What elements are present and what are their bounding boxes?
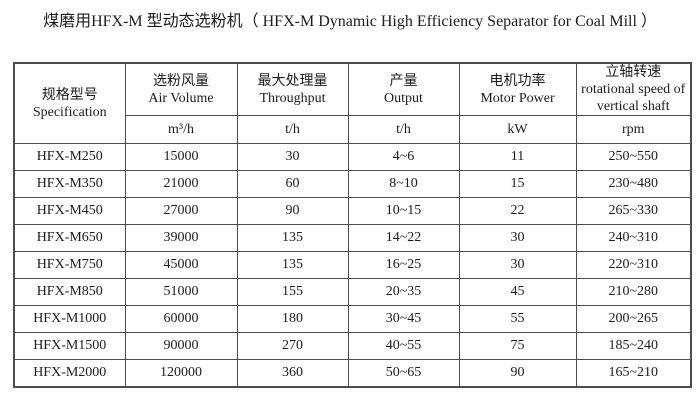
value-cell: 180 — [236, 305, 349, 333]
model-cell: HFX-M250 — [13, 143, 126, 171]
value-cell: 90000 — [124, 332, 238, 360]
value-cell: 39000 — [124, 224, 238, 252]
col-header-en: Throughput — [259, 90, 326, 106]
value-cell: 40~55 — [347, 332, 460, 360]
value-cell: 8~10 — [347, 170, 460, 198]
value-cell: 135 — [236, 251, 349, 279]
col-header-zh: 电机功率 — [489, 73, 546, 89]
value-cell: 30 — [458, 251, 577, 279]
spec-table: 规格型号 Specification 选粉风量 Air Volume 最大处理量… — [13, 62, 692, 388]
col-header-zh: 规格型号 — [41, 87, 98, 103]
value-cell: 15000 — [124, 143, 238, 171]
col-header-en: Specification — [32, 104, 107, 120]
value-cell: 11 — [458, 143, 577, 171]
col-header-output: 产量 Output — [347, 62, 460, 116]
col-header-zh: 立轴转速 — [605, 65, 662, 80]
value-cell: 10~15 — [347, 197, 460, 225]
value-cell: 185~240 — [575, 332, 692, 360]
col-header-en: Air Volume — [148, 90, 214, 106]
value-cell: 30 — [458, 224, 577, 252]
value-cell: 165~210 — [575, 359, 692, 388]
col-header-rotational-speed: 立轴转速 rotational speed of vertical shaft — [575, 62, 692, 116]
table-body: HFX-M250 15000 30 4~6 11 250~550 HFX-M35… — [13, 143, 692, 388]
model-cell: HFX-M1500 — [13, 332, 126, 360]
value-cell: 45 — [458, 278, 577, 306]
col-header-zh: 产量 — [389, 73, 418, 89]
value-cell: 30~45 — [347, 305, 460, 333]
value-cell: 135 — [236, 224, 349, 252]
unit-cell-motor-power: kW — [458, 115, 577, 144]
value-cell: 220~310 — [575, 251, 692, 279]
col-header-specification: 规格型号 Specification — [13, 62, 126, 144]
value-cell: 15 — [458, 170, 577, 198]
model-cell: HFX-M450 — [13, 197, 126, 225]
table-row: HFX-M450 27000 90 10~15 22 265~330 — [13, 197, 692, 225]
value-cell: 14~22 — [347, 224, 460, 252]
value-cell: 360 — [236, 359, 349, 388]
value-cell: 230~480 — [575, 170, 692, 198]
model-cell: HFX-M350 — [13, 170, 126, 198]
value-cell: 240~310 — [575, 224, 692, 252]
value-cell: 60000 — [124, 305, 238, 333]
value-cell: 30 — [236, 143, 349, 171]
table-row: HFX-M850 51000 155 20~35 45 210~280 — [13, 278, 692, 306]
table-row: HFX-M2000 120000 360 50~65 90 165~210 — [13, 359, 692, 388]
value-cell: 16~25 — [347, 251, 460, 279]
value-cell: 22 — [458, 197, 577, 225]
value-cell: 21000 — [124, 170, 238, 198]
table-row: HFX-M650 39000 135 14~22 30 240~310 — [13, 224, 692, 252]
value-cell: 155 — [236, 278, 349, 306]
header-label-row: 规格型号 Specification 选粉风量 Air Volume 最大处理量… — [13, 62, 692, 144]
unit-cell-output: t/h — [347, 115, 460, 144]
value-cell: 265~330 — [575, 197, 692, 225]
table-row: HFX-M350 21000 60 8~10 15 230~480 — [13, 170, 692, 198]
col-header-throughput: 最大处理量 Throughput — [236, 62, 349, 116]
value-cell: 45000 — [124, 251, 238, 279]
value-cell: 50~65 — [347, 359, 460, 388]
unit-cell-air-volume: m³/h — [124, 115, 238, 144]
col-header-air-volume: 选粉风量 Air Volume — [124, 62, 238, 116]
value-cell: 250~550 — [575, 143, 692, 171]
header-unit-row: m³/h t/h t/h kW rpm — [14, 115, 692, 144]
value-cell: 120000 — [124, 359, 238, 388]
value-cell: 51000 — [124, 278, 238, 306]
model-cell: HFX-M2000 — [13, 359, 126, 388]
value-cell: 55 — [458, 305, 577, 333]
table-row: HFX-M1500 90000 270 40~55 75 185~240 — [13, 332, 692, 360]
table-row: HFX-M250 15000 30 4~6 11 250~550 — [13, 143, 692, 171]
unit-cell-rotational-speed: rpm — [575, 115, 692, 144]
page-title: 煤磨用HFX-M 型动态选粉机（ HFX-M Dynamic High Effi… — [43, 13, 657, 30]
value-cell: 27000 — [124, 197, 238, 225]
value-cell: 75 — [458, 332, 577, 360]
table-row: HFX-M750 45000 135 16~25 30 220~310 — [13, 251, 692, 279]
model-cell: HFX-M1000 — [13, 305, 126, 333]
value-cell: 4~6 — [347, 143, 460, 171]
value-cell: 210~280 — [575, 278, 692, 306]
model-cell: HFX-M750 — [13, 251, 126, 279]
col-header-en: Output — [384, 90, 423, 106]
value-cell: 270 — [236, 332, 349, 360]
table-header: 规格型号 Specification 选粉风量 Air Volume 最大处理量… — [13, 62, 692, 144]
col-header-en: Motor Power — [480, 90, 555, 106]
col-header-motor-power: 电机功率 Motor Power — [458, 62, 577, 116]
value-cell: 200~265 — [575, 305, 692, 333]
model-cell: HFX-M850 — [13, 278, 126, 306]
unit-cell-throughput: t/h — [236, 115, 349, 144]
col-header-zh: 选粉风量 — [153, 73, 209, 89]
col-header-en: rotational speed of vertical shaft — [581, 82, 686, 114]
value-cell: 90 — [236, 197, 349, 225]
table-row: HFX-M1000 60000 180 30~45 55 200~265 — [13, 305, 692, 333]
model-cell: HFX-M650 — [13, 224, 126, 252]
value-cell: 60 — [236, 170, 349, 198]
value-cell: 90 — [458, 359, 577, 388]
value-cell: 20~35 — [347, 278, 460, 306]
col-header-zh: 最大处理量 — [257, 73, 328, 89]
